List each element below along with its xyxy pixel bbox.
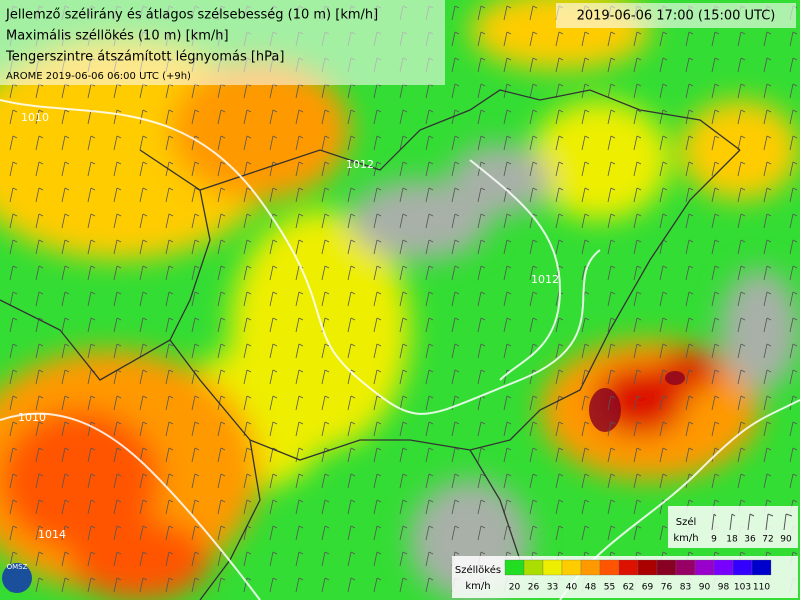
wind-barb-sample	[783, 513, 787, 531]
gust-color-cell	[599, 559, 620, 576]
wind-legend-box	[668, 506, 798, 548]
gust-color-cell	[732, 559, 753, 576]
gust-color-cell	[751, 559, 772, 576]
header-line: Maximális széllökés (10 m) [km/h]	[6, 29, 229, 44]
logo-text: OMSZ	[7, 563, 28, 571]
gust-color-cell	[561, 559, 582, 576]
logo-mark	[2, 563, 32, 593]
gust-color-cell	[713, 559, 734, 576]
gust-legend-value: 98	[718, 583, 730, 593]
isobar-label: 1012	[531, 273, 559, 286]
gust-color-cell	[637, 559, 658, 576]
gust-color-cell	[618, 559, 639, 576]
gust-legend-value: 33	[547, 583, 558, 593]
gust-legend-value: 26	[528, 583, 540, 593]
wind-legend-value: 9	[711, 535, 717, 545]
gust-color-cell	[580, 559, 601, 576]
gust-color-cell	[675, 559, 696, 576]
gust-color-cell	[542, 559, 563, 576]
gust-color-cell	[504, 559, 525, 576]
gust-legend-value: 62	[623, 583, 634, 593]
header-line: Jellemző szélirány és átlagos szélsebess…	[5, 8, 378, 23]
isobar-label: 1010	[21, 111, 49, 124]
wind-barb-sample	[765, 513, 769, 531]
gust-color-cell	[656, 559, 677, 576]
gust-legend-value: 55	[604, 583, 615, 593]
gust-legend-unit: km/h	[465, 581, 490, 592]
gust-legend-value: 40	[566, 583, 578, 593]
isobar-label: 1012	[346, 158, 374, 171]
header-line: AROME 2019-06-06 06:00 UTC (+9h)	[6, 71, 191, 82]
wind-legend-value: 90	[780, 535, 792, 545]
isobar-label: 1014	[38, 528, 66, 541]
wind-barb-sample	[785, 513, 793, 517]
wind-barb-sample	[731, 513, 736, 517]
gust-legend-value: 48	[585, 583, 597, 593]
isobar-label: 1010	[18, 411, 46, 424]
gust-legend-value: 76	[661, 583, 673, 593]
wind-legend-title: Szél	[676, 516, 697, 528]
borders	[0, 89, 741, 601]
header-box	[0, 0, 445, 85]
gust-color-cell	[523, 559, 544, 576]
gust-legend-value: 103	[734, 583, 751, 593]
wind-barb-sample	[711, 513, 715, 531]
gust-legend-value: 20	[509, 583, 521, 593]
wind-legend-value: 36	[744, 535, 756, 545]
wind-barb-sample	[749, 513, 755, 517]
gust-legend-value: 90	[699, 583, 711, 593]
wind-barb-sample	[747, 513, 751, 531]
time-box	[556, 3, 796, 28]
gust-legend-value: 110	[753, 583, 770, 593]
valid-time: 2019-06-06 17:00 (15:00 UTC)	[577, 9, 776, 24]
wind-barb-sample	[767, 513, 774, 517]
gust-legend-value: 83	[680, 583, 691, 593]
wind-legend-value: 72	[762, 535, 773, 545]
wind-legend-unit: km/h	[673, 533, 698, 544]
gust-legend-value: 69	[642, 583, 654, 593]
header-line: Tengerszintre átszámított légnyomás [hPa…	[5, 50, 284, 65]
wind-legend-value: 18	[726, 535, 738, 545]
wind-barb-sample	[713, 513, 717, 517]
gust-legend-title: Széllökés	[455, 564, 501, 576]
wind-barb-sample	[729, 513, 733, 531]
gust-color-cell	[694, 559, 715, 576]
